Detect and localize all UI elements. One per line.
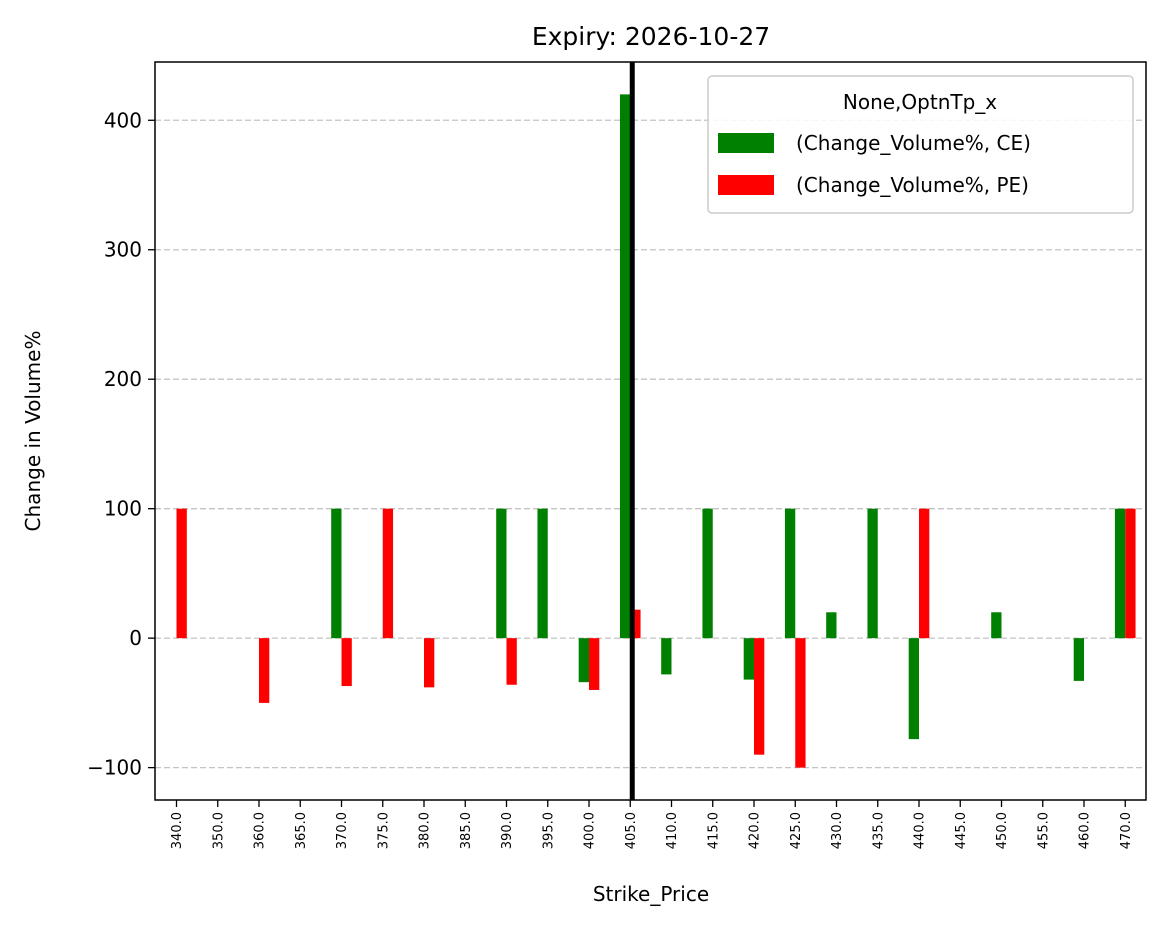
bar-ce-390.0 <box>496 508 507 639</box>
bar-pe-420.0 <box>754 638 765 755</box>
bars-layer <box>176 94 1136 768</box>
x-tick-label: 385.0 <box>459 812 474 849</box>
plot-frame <box>154 61 1147 801</box>
y-axis-label: Change in Volume% <box>21 331 45 532</box>
x-tick-label: 440.0 <box>913 812 928 849</box>
bar-ce-410.0 <box>661 638 672 675</box>
y-tick-label: 100 <box>104 497 142 521</box>
x-tick-label: 380.0 <box>418 812 433 849</box>
bar-ce-435.0 <box>867 508 878 639</box>
x-tick-label: 390.0 <box>500 812 515 849</box>
bar-pe-400.0 <box>589 638 600 690</box>
x-tick-label: 430.0 <box>830 812 845 849</box>
x-tick-label: 425.0 <box>789 812 804 849</box>
legend-box <box>707 75 1134 214</box>
bar-ce-405.0 <box>619 94 631 639</box>
bar-ce-425.0 <box>784 508 796 639</box>
x-tick-label: 350.0 <box>211 812 226 849</box>
y-axis: −100 0 100 200 300 400 <box>87 108 155 780</box>
bar-pe-380.0 <box>424 638 435 688</box>
x-tick-label: 340.0 <box>170 812 185 849</box>
bar-ce-415.0 <box>702 508 713 639</box>
x-tick-label: 360.0 <box>253 812 268 849</box>
bar-ce-430.0 <box>826 612 837 639</box>
x-tick-label: 450.0 <box>995 812 1010 849</box>
x-tick-label: 365.0 <box>294 812 309 849</box>
bar-ce-450.0 <box>991 612 1002 639</box>
bar-pe-470.0 <box>1125 508 1136 639</box>
legend-title: None,OptnTp_x <box>843 90 997 114</box>
x-tick-label: 460.0 <box>1078 812 1093 849</box>
bar-ce-370.0 <box>331 508 342 639</box>
x-axis-label: Strike_Price <box>593 882 709 906</box>
bar-ce-395.0 <box>537 508 548 639</box>
y-tick-label: 300 <box>104 238 142 262</box>
legend-label-pe: (Change_Volume%, PE) <box>796 173 1029 197</box>
bar-pe-375.0 <box>382 508 394 639</box>
x-tick-label: 400.0 <box>583 812 598 849</box>
legend-label-ce: (Change_Volume%, CE) <box>796 131 1031 155</box>
grid-layer <box>155 119 1146 769</box>
bar-ce-460.0 <box>1073 638 1084 681</box>
bar-pe-440.0 <box>919 508 930 639</box>
bar-pe-340.0 <box>176 508 187 639</box>
x-tick-label: 420.0 <box>748 812 763 849</box>
legend-swatch-ce <box>718 133 774 153</box>
bar-pe-405.0 <box>630 609 641 639</box>
legend: None,OptnTp_x (Change_Volume%, CE) (Chan… <box>707 75 1134 214</box>
legend-swatch-pe <box>718 175 774 195</box>
x-tick-label: 470.0 <box>1119 812 1134 849</box>
bar-ce-400.0 <box>578 638 589 683</box>
bar-pe-390.0 <box>506 638 517 685</box>
x-tick-label: 435.0 <box>871 812 886 849</box>
bar-pe-360.0 <box>259 638 270 703</box>
x-tick-label: 370.0 <box>335 812 350 849</box>
chart-title: Expiry: 2026-10-27 <box>532 22 770 51</box>
x-axis: 340.0 350.0 360.0 365.0 370.0 375.0 380.0 385.0… <box>170 800 1134 849</box>
bar-pe-370.0 <box>341 638 352 687</box>
y-tick-label: 200 <box>104 367 142 391</box>
y-tick-label: 400 <box>104 108 142 132</box>
x-tick-label: 410.0 <box>665 812 680 849</box>
bar-ce-470.0 <box>1114 508 1126 639</box>
bar-ce-440.0 <box>908 638 919 740</box>
y-tick-label: 0 <box>129 626 142 650</box>
bar-ce-420.0 <box>743 638 754 680</box>
x-tick-label: 415.0 <box>706 812 721 849</box>
x-tick-label: 375.0 <box>376 812 391 849</box>
x-tick-label: 445.0 <box>954 812 969 849</box>
bar-pe-425.0 <box>795 638 806 768</box>
y-tick-label: −100 <box>87 756 142 780</box>
x-tick-label: 395.0 <box>541 812 556 849</box>
x-tick-label: 405.0 <box>624 812 639 849</box>
x-tick-label: 455.0 <box>1036 812 1051 849</box>
